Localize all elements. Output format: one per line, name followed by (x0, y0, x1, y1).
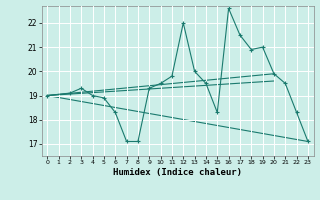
X-axis label: Humidex (Indice chaleur): Humidex (Indice chaleur) (113, 168, 242, 177)
